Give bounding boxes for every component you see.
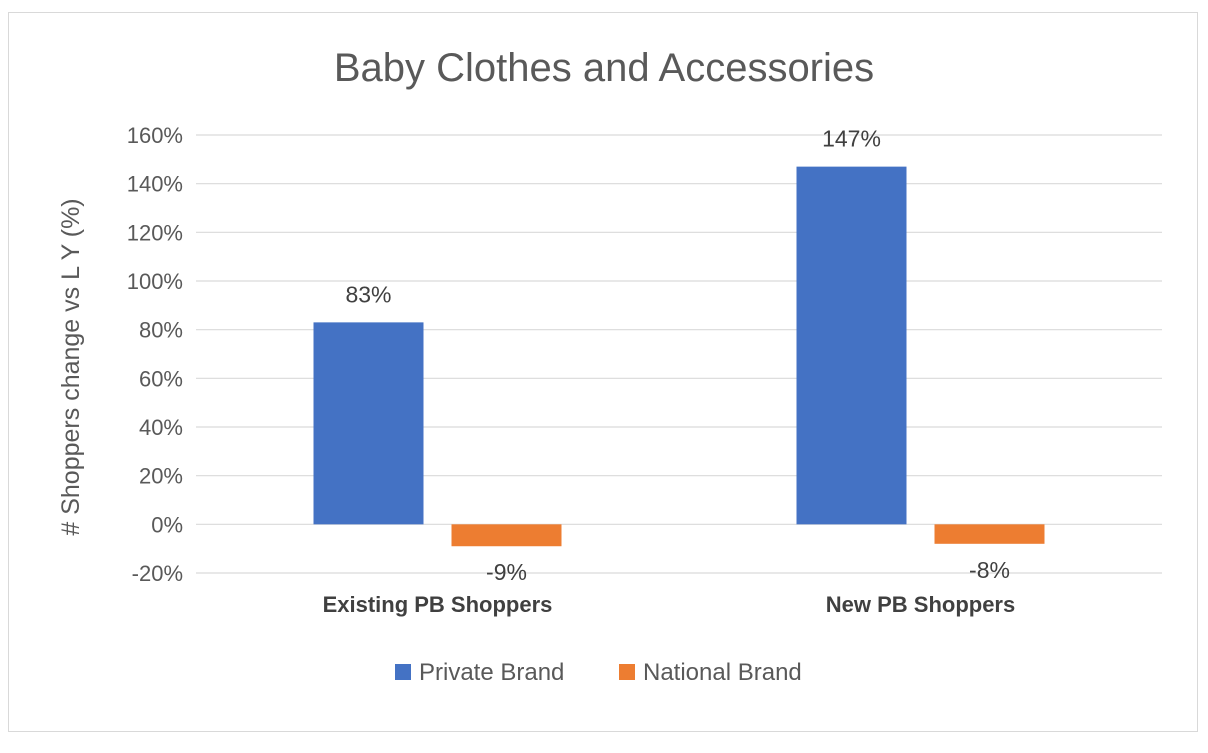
y-tick-label: 60% [139, 366, 183, 391]
chart-title: Baby Clothes and Accessories [334, 46, 874, 90]
legend: Private Brand National Brand [395, 659, 802, 686]
y-tick-label: 160% [127, 123, 183, 148]
legend-swatch [395, 664, 411, 680]
bar-layer [313, 166, 1045, 547]
y-tick-label: 100% [127, 269, 183, 294]
data-label: -9% [486, 559, 527, 585]
bar [451, 524, 562, 547]
y-tick-label: 20% [139, 464, 183, 489]
y-tick-label: 0% [151, 512, 183, 537]
legend-entry: Private Brand [419, 659, 564, 686]
category-label: Existing PB Shoppers [323, 592, 553, 617]
y-tick-label: 120% [127, 220, 183, 245]
legend-entry: National Brand [643, 659, 802, 686]
category-labels: Existing PB Shoppers New PB Shoppers [323, 592, 1016, 617]
y-tick-labels: 160% 140% 120% 100% 80% 60% 40% 20% 0% -20% [127, 123, 183, 586]
bar [796, 166, 907, 525]
category-label: New PB Shoppers [826, 592, 1015, 617]
y-tick-label: -20% [132, 561, 183, 586]
data-label: 147% [822, 126, 881, 152]
data-label: -8% [969, 557, 1010, 583]
data-label: 83% [345, 281, 391, 307]
bar [934, 524, 1045, 544]
legend-swatch [619, 664, 635, 680]
data-labels: 83% -9% 147% -8% [345, 126, 1009, 586]
chart-svg: Baby Clothes and Accessories # Shoppers … [57, 46, 1162, 686]
bar [313, 322, 424, 525]
y-axis-label: # Shoppers change vs L Y (%) [57, 198, 85, 535]
y-tick-label: 140% [127, 172, 183, 197]
y-tick-label: 80% [139, 318, 183, 343]
y-tick-label: 40% [139, 415, 183, 440]
chart-frame: Baby Clothes and Accessories # Shoppers … [8, 12, 1198, 732]
